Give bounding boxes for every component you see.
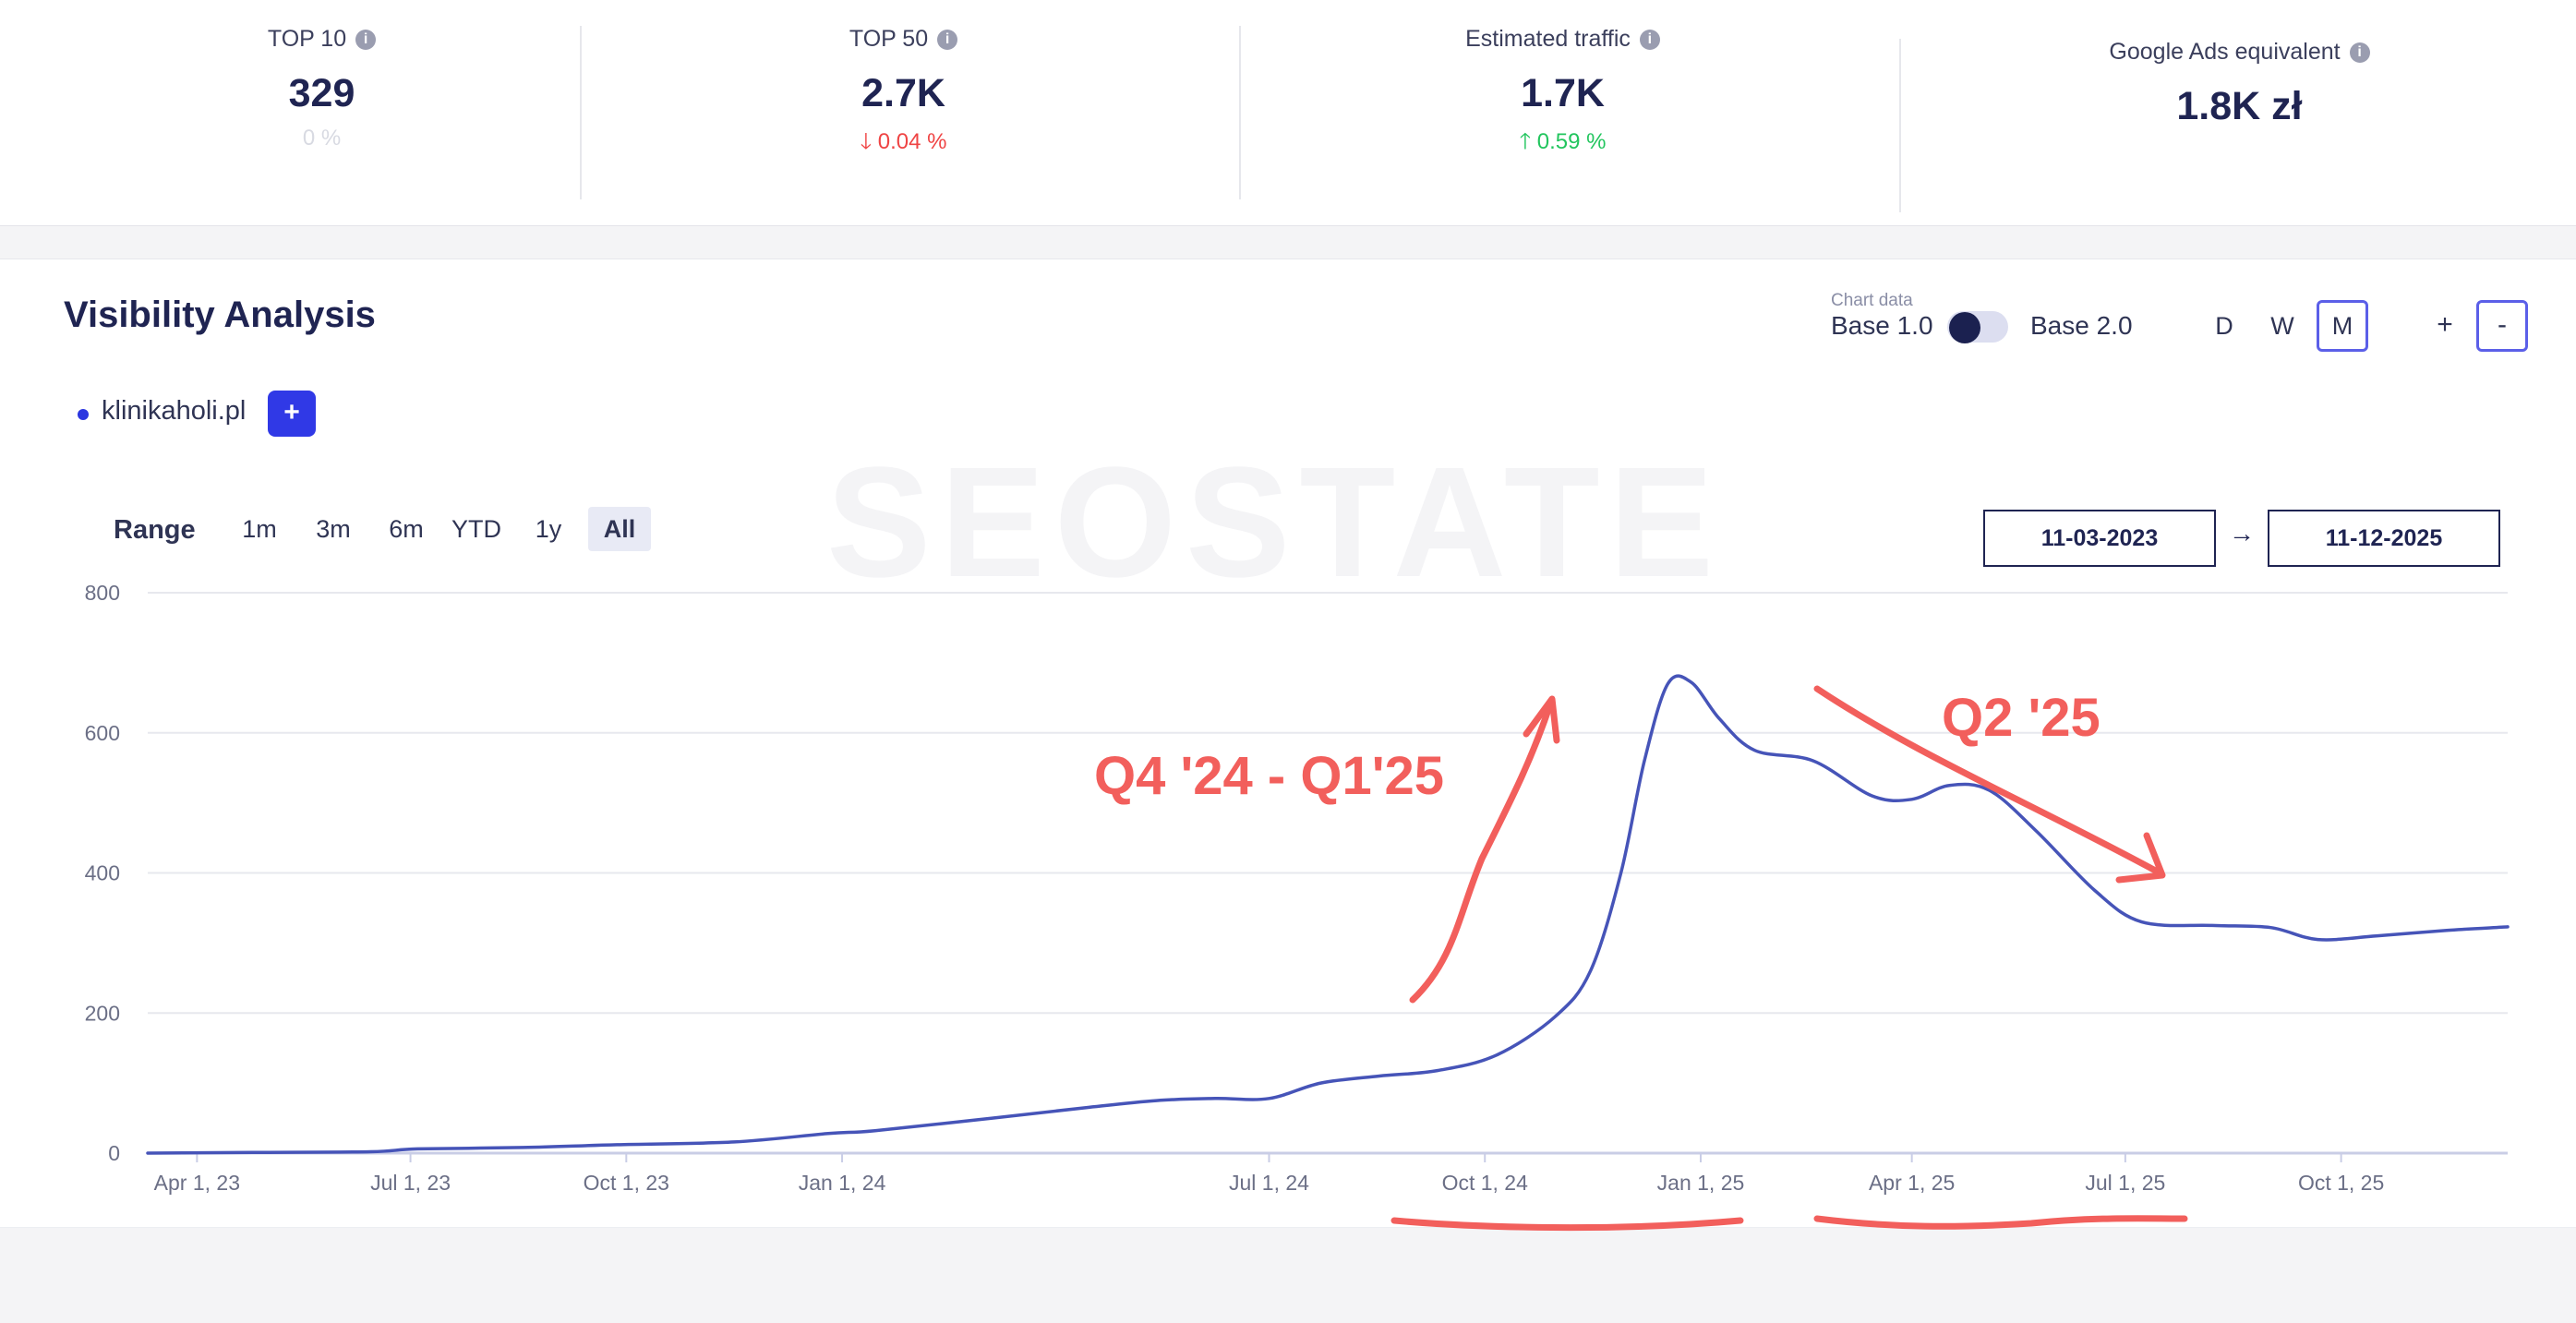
granularity-day-button[interactable]: D bbox=[2215, 312, 2233, 340]
metric-change: 0 % bbox=[302, 126, 342, 150]
info-icon[interactable]: i bbox=[1639, 29, 1660, 50]
date-from-input[interactable]: 11-03-2023 bbox=[1983, 510, 2216, 567]
arrow-up-icon: 🡑 bbox=[1519, 129, 1532, 154]
zoom-in-button[interactable]: + bbox=[2437, 309, 2453, 340]
annotation-arrow-down bbox=[1813, 685, 2164, 877]
metric-label: TOP 50 bbox=[849, 26, 929, 52]
arrow-down-icon: 🡓 bbox=[860, 129, 873, 154]
annotation-arrow-up bbox=[1409, 698, 1555, 1004]
metric-change: 0.59 % bbox=[1536, 129, 1607, 154]
range-1m-button[interactable]: 1m bbox=[242, 515, 277, 543]
series-line-klinikaholi bbox=[146, 674, 2510, 1155]
base-right-label[interactable]: Base 2.0 bbox=[2030, 311, 2133, 340]
toggle-knob bbox=[1949, 312, 1980, 343]
x-tick-label: Jul 1, 23 bbox=[370, 1171, 451, 1195]
info-icon[interactable]: i bbox=[355, 29, 377, 50]
y-tick-label: 800 bbox=[85, 581, 120, 605]
metric-label: TOP 10 bbox=[267, 26, 347, 52]
watermark: SEOSTATE bbox=[826, 435, 1724, 610]
date-arrow: → bbox=[2229, 519, 2255, 547]
y-tick-label: 600 bbox=[85, 721, 120, 745]
visibility-analysis-card: Visibility Analysis Chart data Base 1.0 … bbox=[0, 259, 2576, 1228]
annotation-underline-q4-q1 bbox=[1390, 1217, 1744, 1232]
metric-top50: TOP 50 i 2.7K 🡓 0.04 % bbox=[580, 26, 1225, 199]
series-label[interactable]: klinikaholi.pl bbox=[102, 396, 247, 426]
range-1y-button[interactable]: 1y bbox=[535, 515, 562, 543]
annotation-arrowhead-down bbox=[2115, 832, 2166, 884]
chart-grid bbox=[148, 592, 2508, 1155]
x-tick-label: Jul 1, 25 bbox=[2085, 1171, 2165, 1195]
series-color-dot bbox=[78, 409, 89, 420]
metric-value: 2.7K bbox=[861, 71, 945, 115]
x-tick-label: Jan 1, 25 bbox=[1657, 1171, 1745, 1195]
metric-label: Estimated traffic bbox=[1465, 26, 1631, 52]
range-3m-button[interactable]: 3m bbox=[316, 515, 351, 543]
annotation-underline-q2 bbox=[1813, 1215, 2188, 1230]
y-tick-label: 400 bbox=[85, 861, 120, 885]
metric-value: 1.7K bbox=[1521, 71, 1605, 115]
x-tick-label: Oct 1, 25 bbox=[2298, 1171, 2384, 1195]
range-6m-button[interactable]: 6m bbox=[389, 515, 424, 543]
x-tick-label: Jan 1, 24 bbox=[799, 1171, 886, 1195]
range-label: Range bbox=[114, 515, 196, 545]
annotations: Q4 '24 - Q1'25 Q2 '25 bbox=[1094, 685, 2188, 1232]
metric-value: 1.8K zł bbox=[2176, 84, 2303, 128]
metric-google-ads-equivalent: Google Ads equivalent i 1.8K zł bbox=[1899, 39, 2576, 212]
panel-title: Visibility Analysis bbox=[64, 295, 376, 335]
annotation-label-q2: Q2 '25 bbox=[1942, 688, 2101, 748]
annotation-label-q4-q1: Q4 '24 - Q1'25 bbox=[1094, 746, 1444, 806]
range-all-button[interactable]: All bbox=[588, 507, 651, 551]
metric-top10: TOP 10 i 329 0 % bbox=[0, 26, 644, 199]
range-ytd-button[interactable]: YTD bbox=[451, 515, 501, 543]
y-axis: 0 200 400 600 800 bbox=[85, 581, 120, 1165]
x-tick-label: Apr 1, 23 bbox=[154, 1171, 240, 1195]
zoom-out-button[interactable]: - bbox=[2476, 300, 2528, 352]
metric-estimated-traffic: Estimated traffic i 1.7K 🡑 0.59 % bbox=[1239, 26, 1884, 199]
metric-value: 329 bbox=[288, 71, 355, 115]
x-tick-label: Oct 1, 23 bbox=[584, 1171, 669, 1195]
info-icon[interactable]: i bbox=[2349, 42, 2370, 63]
granularity-month-button[interactable]: M bbox=[2317, 300, 2368, 352]
annotation-arrowhead-up bbox=[1523, 695, 1560, 744]
x-tick-label: Oct 1, 24 bbox=[1442, 1171, 1529, 1195]
x-tick-label: Apr 1, 25 bbox=[1869, 1171, 1955, 1195]
metrics-panel: TOP 10 i 329 0 % TOP 50 i 2.7K 🡓 0.04 % … bbox=[0, 0, 2576, 226]
metric-label: Google Ads equivalent bbox=[2109, 39, 2341, 65]
metric-change: 0.04 % bbox=[877, 129, 947, 154]
base-left-label[interactable]: Base 1.0 bbox=[1831, 311, 1933, 340]
x-tick-label: Jul 1, 24 bbox=[1229, 1171, 1309, 1195]
x-axis: Apr 1, 23 Jul 1, 23 Oct 1, 23 Jan 1, 24 Jul … bbox=[154, 1153, 2384, 1195]
base-toggle[interactable] bbox=[1947, 311, 2008, 343]
info-icon[interactable]: i bbox=[937, 29, 958, 50]
add-series-button[interactable]: + bbox=[268, 391, 316, 437]
y-tick-label: 200 bbox=[85, 1001, 120, 1025]
date-to-input[interactable]: 11-12-2025 bbox=[2268, 510, 2500, 567]
y-tick-label: 0 bbox=[108, 1141, 120, 1165]
chart-data-label: Chart data bbox=[1831, 291, 1913, 310]
granularity-week-button[interactable]: W bbox=[2270, 312, 2294, 340]
